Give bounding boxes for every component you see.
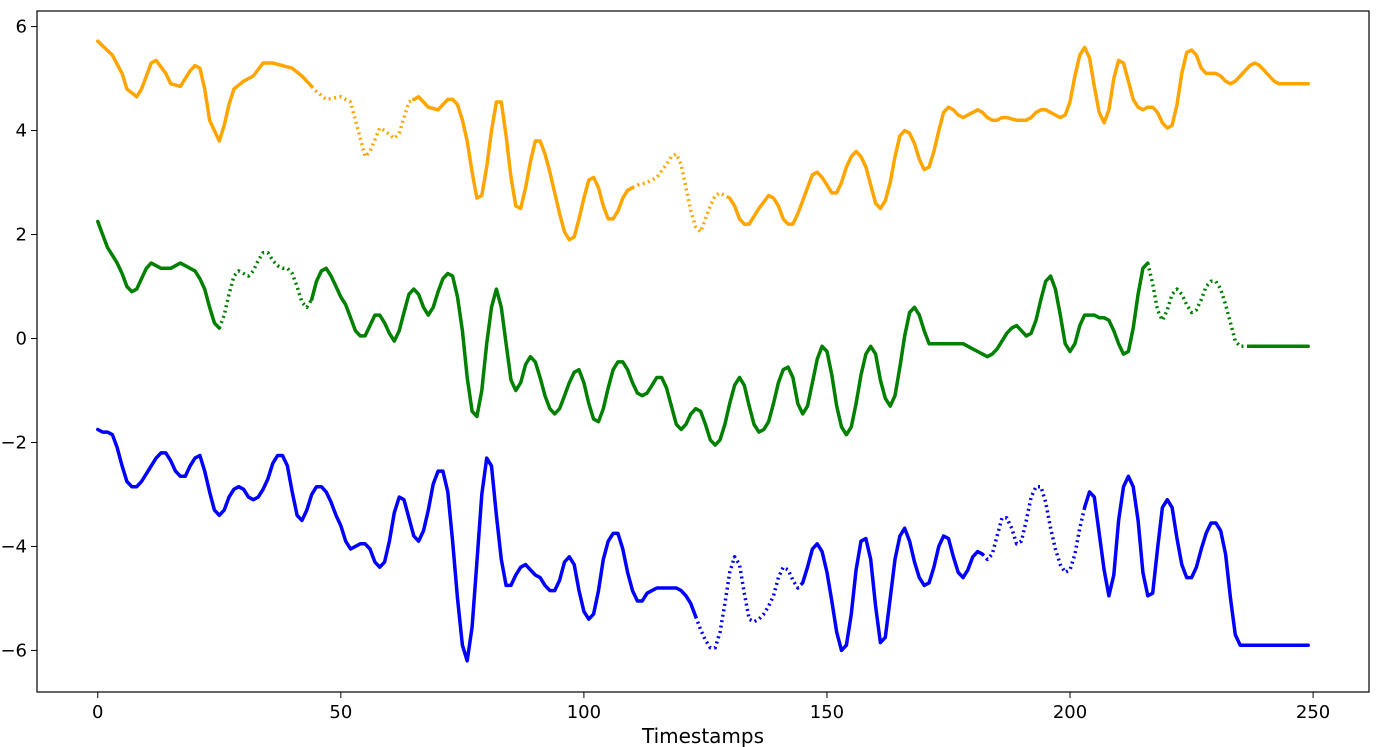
series-1-segment-1-dotted — [217, 250, 314, 329]
series-2-segment-2-solid — [800, 526, 985, 653]
y-tick-label: −6 — [0, 640, 27, 661]
series-0-segment-4-solid — [727, 45, 1310, 226]
x-tick-label: 100 — [567, 702, 601, 723]
x-axis-ticks: 0 50 100 150 200 250 — [92, 692, 1330, 723]
x-tick-label: 50 — [329, 702, 352, 723]
series-2-segment-4-solid — [1082, 474, 1310, 647]
y-tick-label: −2 — [0, 432, 27, 453]
series-1-segment-2-solid — [309, 261, 1150, 447]
x-axis-label: Timestamps — [641, 724, 764, 747]
series-0-segment-0-solid — [96, 39, 314, 143]
y-axis-ticks: −6 −4 −2 0 2 4 6 — [0, 17, 37, 661]
y-tick-label: 2 — [16, 225, 27, 246]
series-0-segment-3-dotted — [631, 152, 731, 234]
plot-frame — [36, 10, 1370, 693]
x-tick-label: 250 — [1296, 702, 1330, 723]
series-1-segment-3-dotted — [1146, 262, 1250, 349]
series-2-segment-3-dotted — [981, 484, 1087, 575]
series-0-segment-2-solid — [412, 95, 635, 242]
y-tick-label: 0 — [16, 329, 27, 350]
series-0-segment-1-dotted — [310, 85, 415, 159]
x-tick-label: 150 — [810, 702, 844, 723]
x-tick-label: 0 — [92, 702, 103, 723]
series-1-segment-0-solid — [96, 219, 222, 330]
plot-lines — [96, 39, 1310, 663]
y-tick-label: 4 — [16, 121, 27, 142]
x-tick-label: 200 — [1053, 702, 1087, 723]
series-2-segment-0-solid — [96, 427, 698, 663]
y-tick-label: 6 — [16, 17, 27, 38]
series-2-segment-1-dotted — [694, 555, 804, 650]
y-tick-label: −4 — [0, 536, 27, 557]
